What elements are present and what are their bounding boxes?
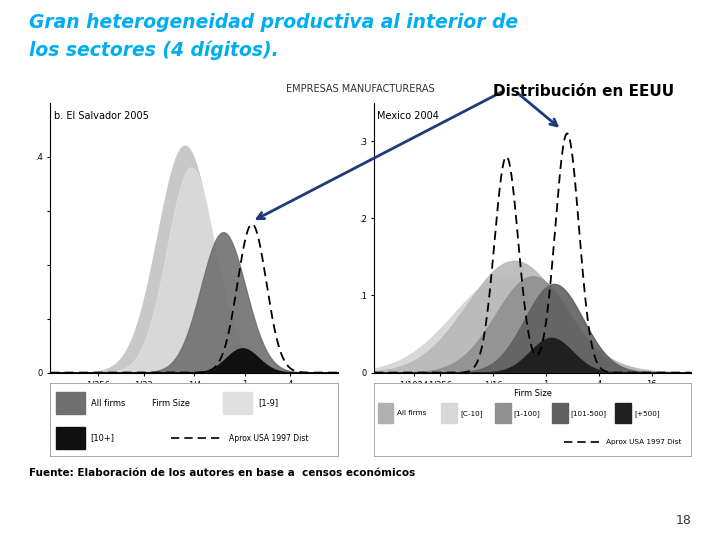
Text: All firms: All firms — [91, 399, 125, 408]
Text: 18: 18 — [675, 514, 691, 526]
Text: EMPRESAS MANUFACTURERAS: EMPRESAS MANUFACTURERAS — [286, 84, 434, 94]
Text: [101-500]: [101-500] — [571, 410, 607, 417]
Text: Distribución en EEUU: Distribución en EEUU — [493, 84, 675, 99]
X-axis label: Productivity relative to the average sector. Average sector=1: Productivity relative to the average sec… — [77, 392, 312, 401]
Bar — [441, 403, 456, 423]
Text: [1-100]: [1-100] — [514, 410, 541, 417]
Text: Aprox USA 1997 Dist: Aprox USA 1997 Dist — [229, 434, 308, 443]
Text: los sectores (4 dígitos).: los sectores (4 dígitos). — [29, 40, 279, 60]
Text: All firms: All firms — [397, 410, 426, 416]
Text: [C-10]: [C-10] — [460, 410, 482, 417]
Text: Aprox USA 1997 Dist: Aprox USA 1997 Dist — [606, 438, 681, 445]
Text: Firm Size: Firm Size — [514, 389, 552, 398]
Text: b. El Salvador 2005: b. El Salvador 2005 — [53, 111, 148, 121]
Text: [10+]: [10+] — [91, 434, 114, 443]
Bar — [495, 403, 510, 423]
Text: [+500]: [+500] — [634, 410, 660, 417]
Bar — [552, 403, 567, 423]
Bar — [615, 403, 631, 423]
Bar — [377, 403, 393, 423]
Text: Gran heterogeneidad productiva al interior de: Gran heterogeneidad productiva al interi… — [29, 14, 518, 32]
Bar — [223, 392, 252, 414]
Bar — [56, 427, 85, 449]
Text: Mexico 2004: Mexico 2004 — [377, 111, 439, 121]
X-axis label: Productivity relative to the average sector. Average sector=1: Productivity relative to the average sec… — [415, 392, 650, 401]
Bar — [56, 392, 85, 414]
Text: [1-9]: [1-9] — [258, 399, 278, 408]
Text: Firm Size: Firm Size — [153, 399, 190, 408]
Text: Fuente: Elaboración de los autores en base a  censos económicos: Fuente: Elaboración de los autores en ba… — [29, 468, 415, 478]
